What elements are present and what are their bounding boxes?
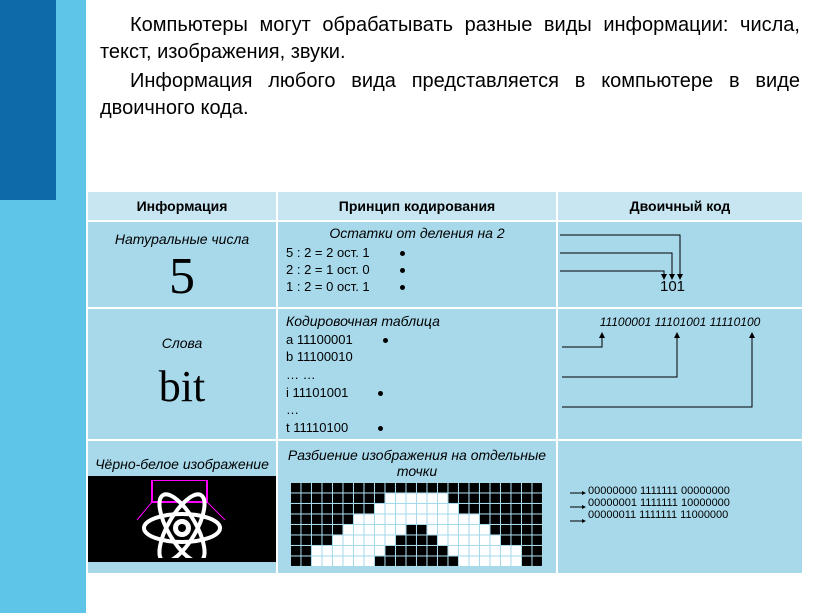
row2-b: b 11100010 — [286, 348, 548, 366]
bullet-icon — [400, 268, 405, 273]
row2-dots2: … — [286, 401, 548, 419]
row3-title: Чёрно-белое изображение — [88, 452, 276, 476]
row1-out: 101 — [660, 278, 685, 293]
header-info: Информация — [87, 191, 277, 221]
row1-ptitle: Остатки от деления на 2 — [286, 225, 548, 243]
atom-image — [88, 476, 276, 562]
bullet-icon — [378, 391, 383, 396]
bullet-icon — [383, 338, 388, 343]
arrows-row2 — [562, 329, 802, 419]
row1-l1: 5 : 2 = 2 ост. 1 — [286, 245, 370, 260]
row2-i: i 11101001 — [286, 385, 348, 400]
pixel-grid — [287, 483, 547, 567]
row2-ptitle: Кодировочная таблица — [286, 312, 548, 331]
bullet-icon — [378, 426, 383, 431]
header-binary: Двоичный код — [557, 191, 803, 221]
row1-l3: 1 : 2 = 0 ост. 1 — [286, 279, 370, 294]
row3-l1: 00000000 1111111 00000000 — [570, 485, 801, 497]
paragraph-1: Компьютеры могут обрабатывать разные вид… — [100, 12, 800, 66]
row2-a: a 11100001 — [286, 332, 353, 347]
row1-l2: 2 : 2 = 1 ост. 0 — [286, 262, 370, 277]
row2-t: t 11110100 — [286, 420, 348, 435]
row1-big: 5 — [88, 251, 276, 303]
row2-out: 11100001 11101001 11110100 — [562, 315, 798, 329]
header-principle: Принцип кодирования — [277, 191, 557, 221]
paragraph-2: Информация любого вида представляется в … — [100, 68, 800, 122]
row3-l2: 00000001 1111111 10000000 — [570, 497, 801, 509]
row1-title: Натуральные числа — [88, 227, 276, 251]
row2-title: Слова — [88, 331, 276, 355]
arrows-row3 — [570, 485, 588, 529]
row3-l3: 00000011 1111111 11000000 — [570, 509, 801, 521]
bullet-icon — [400, 285, 405, 290]
bullet-icon — [400, 251, 405, 256]
row2-big: bit — [88, 355, 276, 418]
row3-ptitle: Разбиение изображения на отдельные точки — [284, 447, 550, 483]
arrows-row1: 101 — [560, 223, 800, 293]
row2-dots1: … … — [286, 366, 548, 384]
encoding-table: Информация Принцип кодирования Двоичный … — [86, 190, 802, 575]
